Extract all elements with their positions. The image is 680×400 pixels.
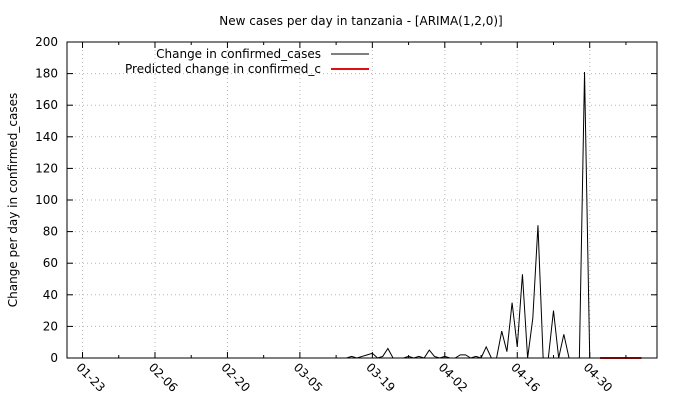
y-tick-label: 140: [35, 130, 58, 144]
y-tick-label: 120: [35, 161, 58, 175]
grid: [67, 42, 657, 358]
y-tick-label: 20: [43, 319, 58, 333]
y-tick-label: 60: [43, 256, 58, 270]
legend-label-series-2: Predicted change in confirmed_c: [125, 62, 321, 76]
legend: Change in confirmed_cases Predicted chan…: [125, 47, 369, 76]
y-axis-label: Change per day in confirmed_cases: [6, 93, 20, 308]
y-tick-label: 100: [35, 193, 58, 207]
legend-label-series-1: Change in confirmed_cases: [156, 47, 321, 61]
series-line-1: [346, 72, 591, 359]
axis-ticks: [67, 41, 657, 359]
y-tick-label: 0: [50, 351, 58, 365]
y-tick-label: 160: [35, 98, 58, 112]
y-tick-label: 180: [35, 67, 58, 81]
y-tick-label: 200: [35, 35, 58, 49]
y-tick-label: 40: [43, 288, 58, 302]
y-tick-label: 80: [43, 225, 58, 239]
chart-title: New cases per day in tanzania - [ARIMA(1…: [219, 14, 503, 28]
